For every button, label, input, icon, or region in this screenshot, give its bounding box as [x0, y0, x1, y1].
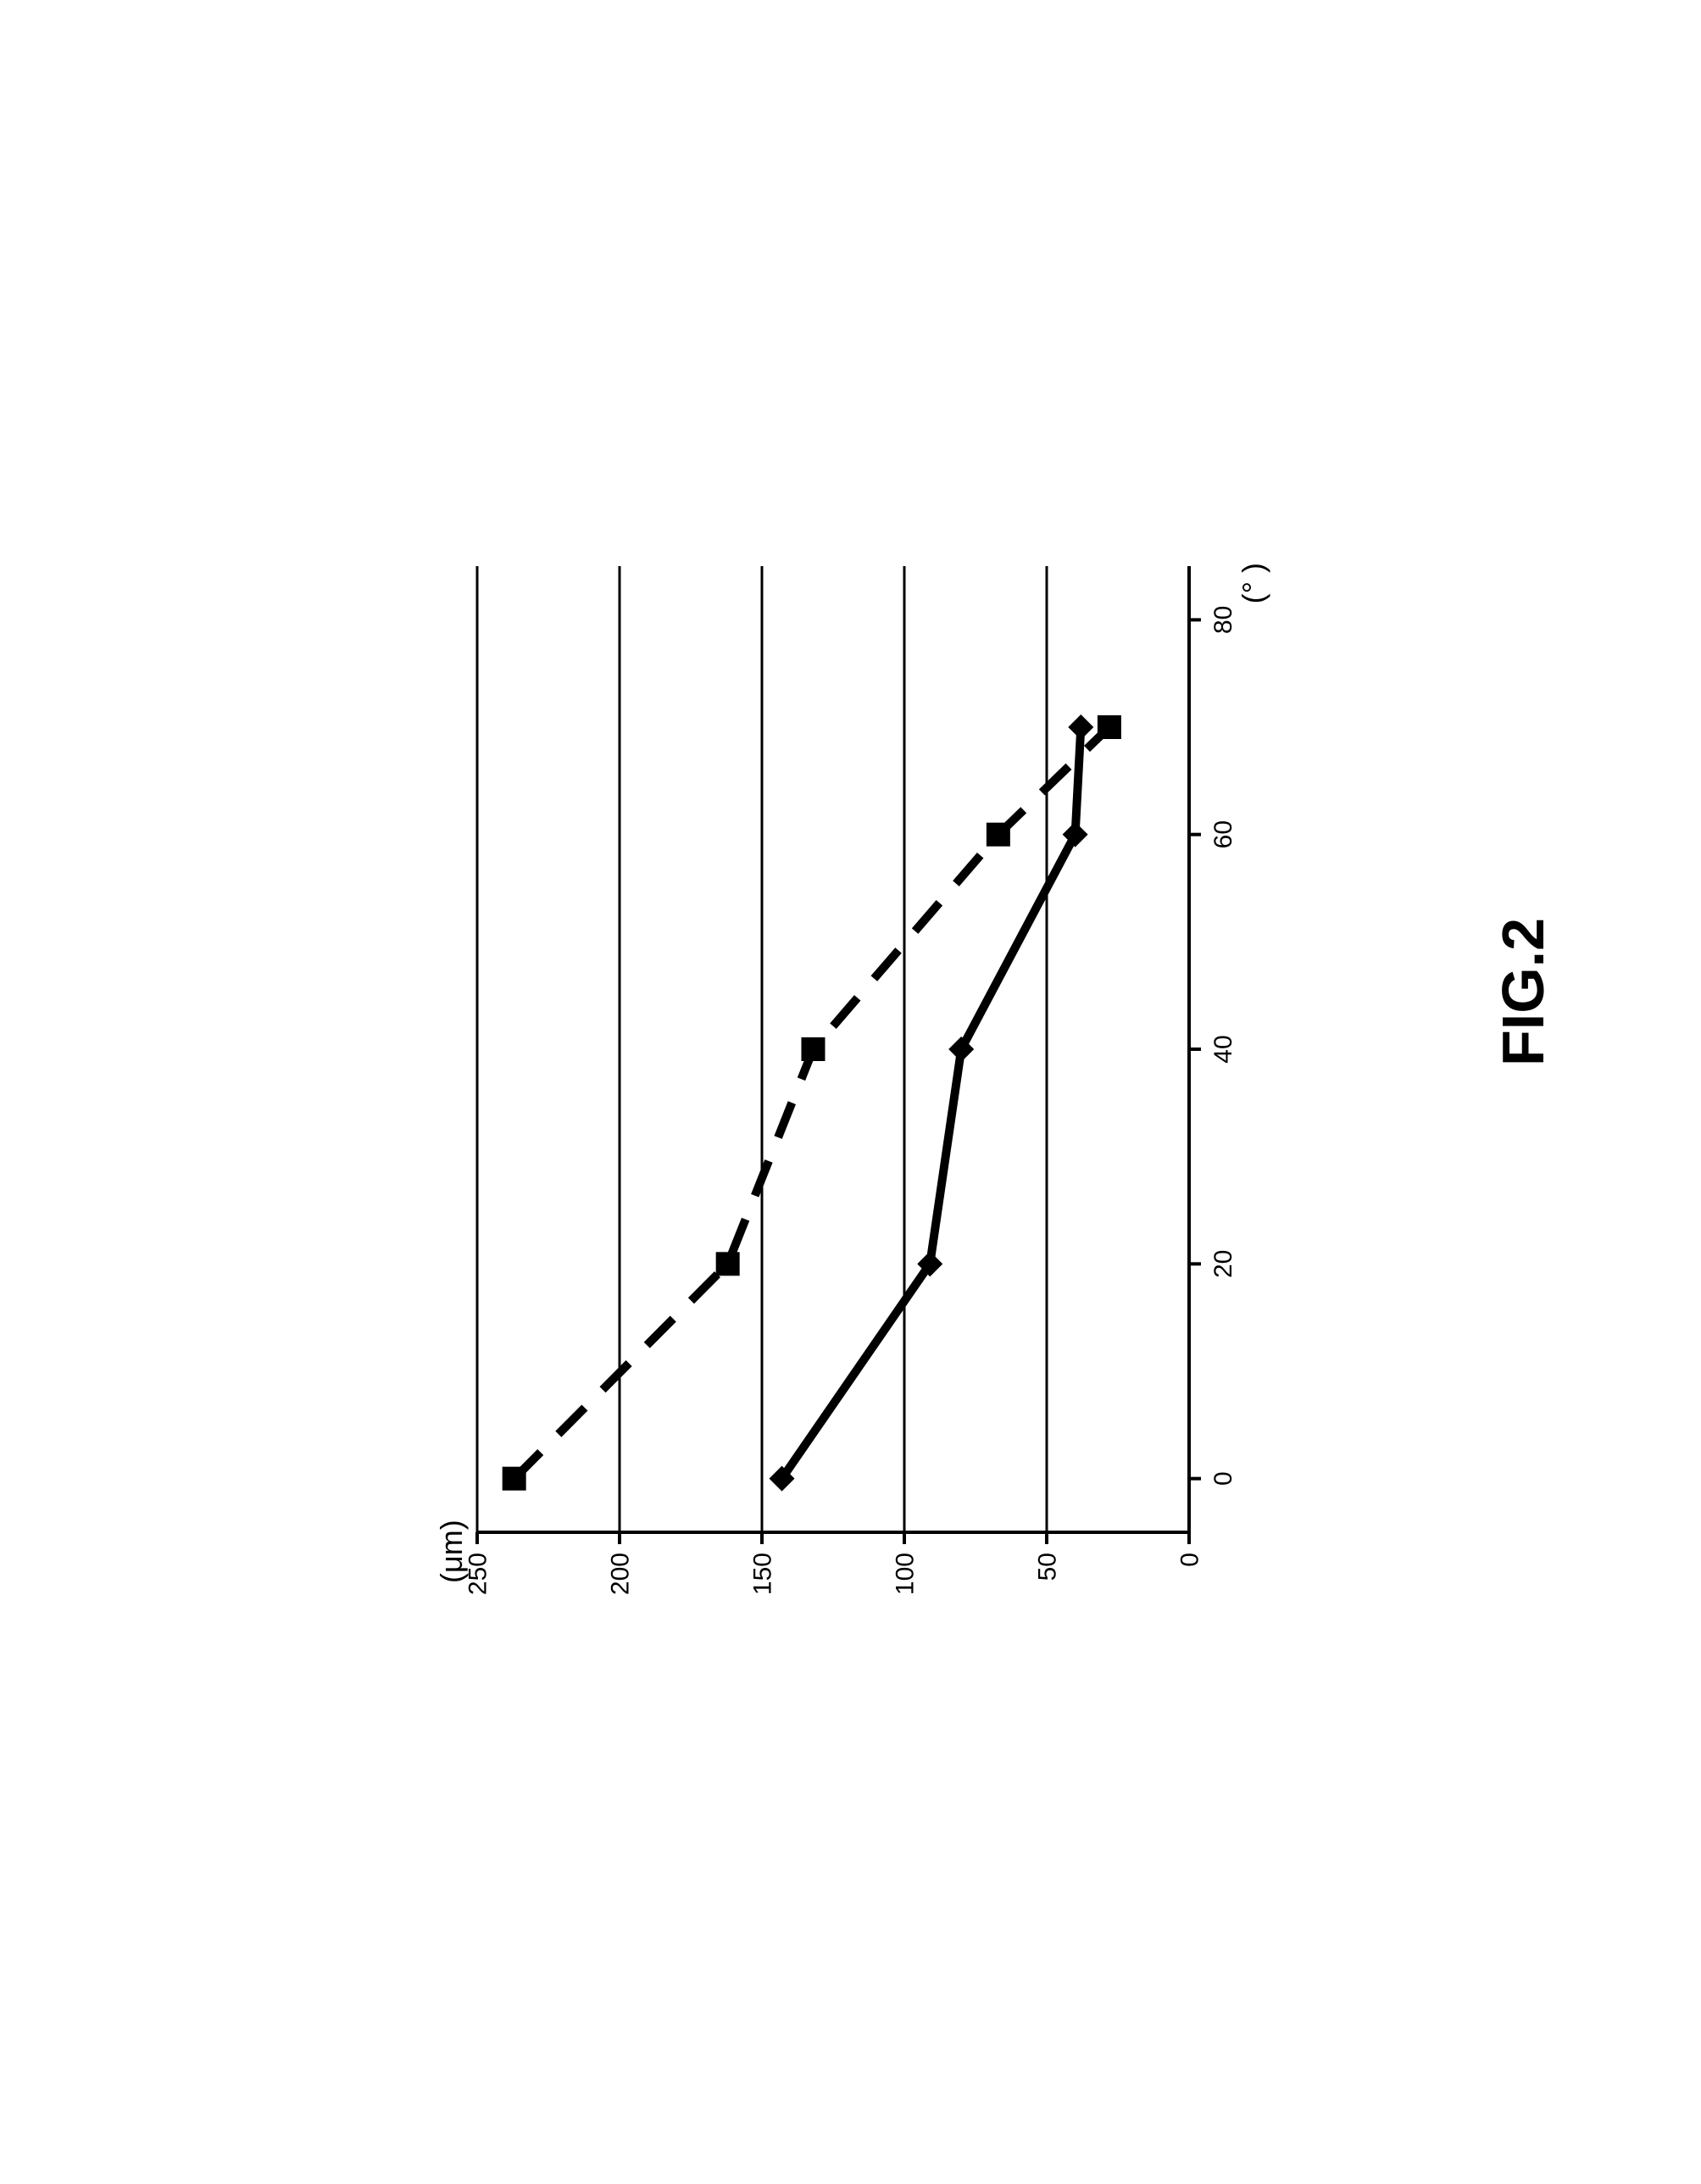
marker-square: [503, 1467, 526, 1491]
x-tick-label: 0: [1209, 1471, 1237, 1486]
x-tick-label: 20: [1209, 1250, 1237, 1278]
figure-caption: FIG.2: [1489, 918, 1557, 1066]
y-tick-label: 0: [1176, 1553, 1204, 1567]
page: 020406080050100150200250(μm)(° ) FIG.2: [0, 0, 1701, 2184]
y-tick-label: 200: [607, 1553, 635, 1595]
marker-square: [987, 823, 1010, 847]
x-unit-label: (° ): [1236, 563, 1270, 603]
x-tick-label: 80: [1209, 606, 1237, 634]
marker-square: [801, 1037, 825, 1061]
chart-viewport: 020406080050100150200250(μm)(° ): [426, 541, 1274, 1642]
y-unit-label: (μm): [434, 1520, 469, 1583]
y-tick-label: 100: [892, 1553, 920, 1595]
series-line-series-dashed: [514, 727, 1109, 1479]
y-tick-label: 150: [749, 1553, 777, 1595]
y-tick-label: 50: [1034, 1553, 1062, 1581]
marker-square: [716, 1252, 740, 1275]
marker-square: [1098, 715, 1121, 739]
x-tick-label: 40: [1209, 1035, 1237, 1063]
series-line-series-solid: [782, 727, 1081, 1479]
chart-svg: 020406080050100150200250(μm)(° ): [426, 541, 1274, 1642]
marker-diamond: [1068, 714, 1093, 740]
x-tick-label: 60: [1209, 820, 1237, 848]
